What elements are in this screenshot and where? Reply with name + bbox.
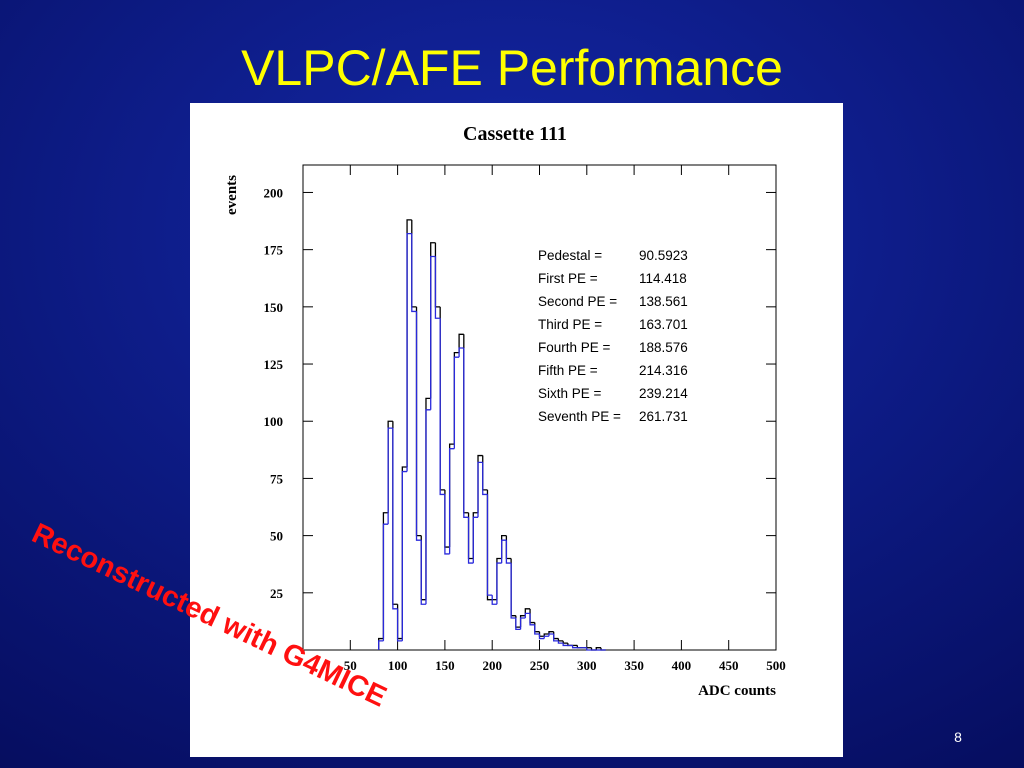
- histogram-step: [477, 461, 483, 518]
- y-axis-label: events: [224, 175, 240, 215]
- histogram-step: [387, 427, 393, 525]
- histogram-step: [496, 562, 502, 605]
- histogram-step: [562, 643, 568, 647]
- x-tick-label: 150: [435, 658, 455, 673]
- histogram-step: [425, 409, 431, 605]
- stat-value: 214.316: [639, 363, 688, 378]
- page-number: 8: [954, 729, 962, 745]
- y-tick-label: 150: [264, 300, 284, 315]
- histogram-step: [396, 608, 403, 642]
- histogram-step: [453, 356, 460, 449]
- y-tick-label: 50: [270, 529, 283, 544]
- histogram-step: [382, 523, 389, 641]
- histogram-step: [467, 517, 474, 564]
- x-tick-label: 500: [766, 658, 786, 673]
- stat-value: 188.576: [639, 340, 688, 355]
- stat-value: 138.561: [639, 294, 688, 309]
- stat-label: Seventh PE =: [538, 409, 621, 424]
- stat-value: 90.5923: [639, 248, 688, 263]
- histogram-step: [430, 255, 436, 410]
- histogram-step: [482, 462, 488, 496]
- histogram-step: [406, 232, 412, 472]
- chart-panel: [190, 103, 843, 757]
- histogram-step: [472, 516, 479, 564]
- x-tick-label: 450: [719, 658, 739, 673]
- y-tick-label: 25: [270, 586, 284, 601]
- y-tick-label: 100: [264, 414, 284, 429]
- histogram-step: [548, 633, 554, 637]
- histogram-step: [510, 563, 516, 619]
- stat-label: Third PE =: [538, 317, 602, 332]
- histogram-step: [557, 640, 564, 644]
- histogram-step: [415, 311, 422, 541]
- x-tick-label: 250: [530, 658, 550, 673]
- y-tick-label: 200: [264, 185, 284, 200]
- y-tick-label: 125: [264, 357, 284, 372]
- x-tick-label: 100: [388, 658, 408, 673]
- x-tick-label: 350: [624, 658, 644, 673]
- histogram-step: [392, 428, 398, 610]
- histogram-step: [420, 540, 426, 605]
- histogram-step: [501, 539, 507, 564]
- x-tick-label: 300: [577, 658, 597, 673]
- y-tick-label: 175: [264, 243, 284, 258]
- stat-value: 261.731: [639, 409, 688, 424]
- stat-value: 163.701: [639, 317, 688, 332]
- x-tick-label: 400: [672, 658, 692, 673]
- histogram-step: [463, 348, 469, 518]
- histogram-step: [586, 647, 592, 651]
- stat-label: Sixth PE =: [538, 386, 602, 401]
- x-tick-label: 200: [482, 658, 502, 673]
- plot: 25 50 75 100 125 150 175 200 50 100 150 200 250 300 35…: [264, 165, 786, 673]
- chart-title: Cassette 111: [463, 123, 567, 145]
- histogram-step: [538, 633, 545, 640]
- histogram-step: [595, 647, 601, 650]
- stat-label: Fifth PE =: [538, 363, 598, 378]
- histogram-step: [448, 448, 455, 554]
- stat-label: Pedestal =: [538, 248, 602, 263]
- stat-label: Second PE =: [538, 294, 617, 309]
- histogram-step: [439, 318, 445, 496]
- histogram-step: [505, 540, 512, 564]
- histogram-step: [401, 470, 408, 641]
- histogram-step: [519, 617, 526, 630]
- stat-value: 239.214: [639, 386, 688, 401]
- histogram-step: [543, 635, 549, 639]
- histogram-step: [486, 494, 493, 596]
- histogram-step: [378, 640, 384, 650]
- histogram-step: [458, 333, 464, 353]
- slide-title: VLPC/AFE Performance: [241, 40, 783, 96]
- histogram-step: [529, 613, 535, 626]
- histogram-step: [458, 347, 464, 358]
- y-tick-label: 75: [270, 471, 284, 486]
- histogram-step: [534, 624, 540, 635]
- stat-label: Fourth PE =: [538, 340, 611, 355]
- x-tick-label: 50: [344, 658, 357, 673]
- histogram-step: [524, 612, 531, 618]
- histogram-step: [434, 256, 441, 319]
- histogram-step: [553, 633, 559, 642]
- x-axis-label: ADC counts: [698, 683, 776, 699]
- histogram-step: [515, 617, 521, 631]
- histogram-step: [548, 631, 554, 634]
- histogram-step: [444, 494, 450, 555]
- stat-value: 114.418: [639, 271, 687, 286]
- histogram-step: [491, 595, 497, 605]
- histogram-step: [543, 633, 549, 637]
- stat-label: First PE =: [538, 271, 598, 286]
- histogram-step: [411, 233, 417, 313]
- histogram-step: [571, 645, 578, 649]
